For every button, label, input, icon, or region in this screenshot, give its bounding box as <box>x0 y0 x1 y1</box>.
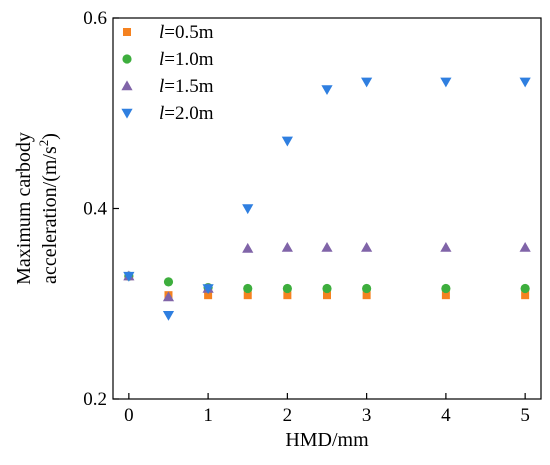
series-4 <box>123 77 531 321</box>
y-tick-label-0: 0.2 <box>83 389 107 410</box>
point-s4-2 <box>202 284 214 295</box>
point-s2-8 <box>520 283 530 294</box>
legend-label-var-2: l <box>159 49 164 70</box>
legend-label-var-4: l <box>159 103 164 124</box>
point-s3-7 <box>440 241 452 252</box>
legend-label-value-4: =2.0m <box>164 103 213 124</box>
point-s2-3 <box>243 283 253 294</box>
legend-label-2: l=1.0m <box>159 49 214 70</box>
point-s1-7 <box>441 291 450 300</box>
x-tick-label-3: 3 <box>362 405 372 426</box>
axis-ticks: 0 1 2 3 4 5 0.2 0.4 0.6 <box>83 8 530 426</box>
point-s2-4 <box>282 283 292 294</box>
point-s4-6 <box>361 77 373 88</box>
legend-item-2: l=1.0m <box>122 49 214 70</box>
x-tick-label-2: 2 <box>283 405 293 426</box>
y-tick-label-1: 0.4 <box>83 199 107 220</box>
legend-marker-3 <box>121 80 133 91</box>
y-axis-title: Maximum carbody acceleration/(m/s2) <box>13 132 61 285</box>
point-s4-3 <box>242 204 254 215</box>
data-marks <box>123 77 531 321</box>
x-axis-title: HMD/mm <box>285 429 369 451</box>
y-axis-title-unit: acceleration/(m/s <box>39 146 61 284</box>
x-tick-label-1: 1 <box>203 405 213 426</box>
point-s3-5 <box>321 241 333 252</box>
legend-label-var-1: l <box>159 22 164 43</box>
legend-label-value-3: =1.5m <box>164 76 213 97</box>
legend-item-1: l=0.5m <box>123 22 214 43</box>
x-tick-label-5: 5 <box>520 405 530 426</box>
legend-label-1: l=0.5m <box>159 22 214 43</box>
point-s3-8 <box>519 241 531 252</box>
point-s3-6 <box>361 241 373 252</box>
y-axis-title-line-1: Maximum carbody <box>13 132 35 285</box>
point-s1-6 <box>362 291 371 300</box>
point-s4-1 <box>162 310 175 321</box>
legend-label-value-2: =1.0m <box>164 49 213 70</box>
legend: l=0.5ml=1.0ml=1.5ml=2.0m <box>121 22 214 124</box>
x-tick-label-4: 4 <box>441 405 451 426</box>
legend-label-3: l=1.5m <box>159 76 214 97</box>
y-tick-label-2: 0.6 <box>83 8 107 29</box>
point-s1-2 <box>204 291 213 300</box>
legend-label-value-1: =0.5m <box>164 22 213 43</box>
y-axis-title-close: ) <box>39 133 61 140</box>
y-axis-title-line-2: acceleration/(m/s2) <box>36 133 61 284</box>
series-2 <box>124 271 530 294</box>
point-s1-8 <box>521 291 530 300</box>
legend-marker-1 <box>123 28 131 36</box>
legend-item-3: l=1.5m <box>121 76 214 97</box>
legend-marker-4 <box>121 108 133 119</box>
y-axis-title-exponent: 2 <box>36 140 51 147</box>
point-s1-3 <box>243 291 252 300</box>
point-s4-4 <box>281 136 293 147</box>
point-s2-5 <box>322 283 332 294</box>
point-s2-7 <box>441 283 451 294</box>
point-s3-3 <box>242 242 254 253</box>
legend-item-4: l=2.0m <box>121 103 214 124</box>
legend-label-4: l=2.0m <box>159 103 214 124</box>
point-s3-1 <box>162 291 175 302</box>
point-s4-7 <box>440 77 452 88</box>
point-s2-1 <box>163 277 174 287</box>
legend-marker-2 <box>122 54 132 64</box>
x-tick-label-0: 0 <box>124 405 134 426</box>
legend-label-var-3: l <box>159 76 164 97</box>
point-s4-0 <box>123 271 135 282</box>
point-s2-6 <box>362 283 372 294</box>
point-s1-4 <box>283 291 292 300</box>
point-s3-4 <box>281 241 293 252</box>
point-s4-5 <box>321 85 333 96</box>
point-s4-8 <box>519 77 531 88</box>
point-s1-5 <box>323 291 331 300</box>
